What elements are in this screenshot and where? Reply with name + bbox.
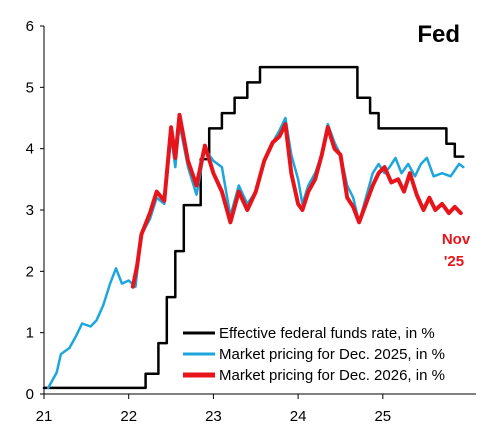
y-tick-label: 6 bbox=[26, 18, 34, 35]
legend: Effective federal funds rate, in % Market… bbox=[183, 325, 445, 384]
y-tick-label: 4 bbox=[26, 141, 34, 158]
chart-title: Fed bbox=[417, 21, 460, 48]
x-tick-label: 22 bbox=[120, 408, 137, 425]
annotation-month: Nov bbox=[442, 231, 471, 248]
y-tick-label: 1 bbox=[26, 325, 34, 342]
y-tick-label: 0 bbox=[26, 386, 34, 403]
series-line-3 bbox=[130, 112, 463, 289]
x-tick-label: 23 bbox=[205, 408, 222, 425]
y-tick-label: 3 bbox=[26, 202, 34, 219]
series-line-1 bbox=[42, 65, 465, 390]
x-tick-label: 25 bbox=[374, 408, 391, 425]
legend-entry-1: Effective federal funds rate, in % bbox=[219, 325, 435, 342]
y-tick-label: 2 bbox=[26, 263, 34, 280]
series-layer bbox=[42, 65, 465, 390]
y-tick-label: 5 bbox=[26, 79, 34, 96]
x-tick-label: 24 bbox=[290, 408, 307, 425]
legend-entry-3: Market pricing for Dec. 2026, in % bbox=[219, 367, 445, 384]
annotation-year: '25 bbox=[444, 253, 464, 270]
legend-entry-2: Market pricing for Dec. 2025, in % bbox=[219, 346, 445, 363]
x-tick-label: 21 bbox=[36, 408, 53, 425]
